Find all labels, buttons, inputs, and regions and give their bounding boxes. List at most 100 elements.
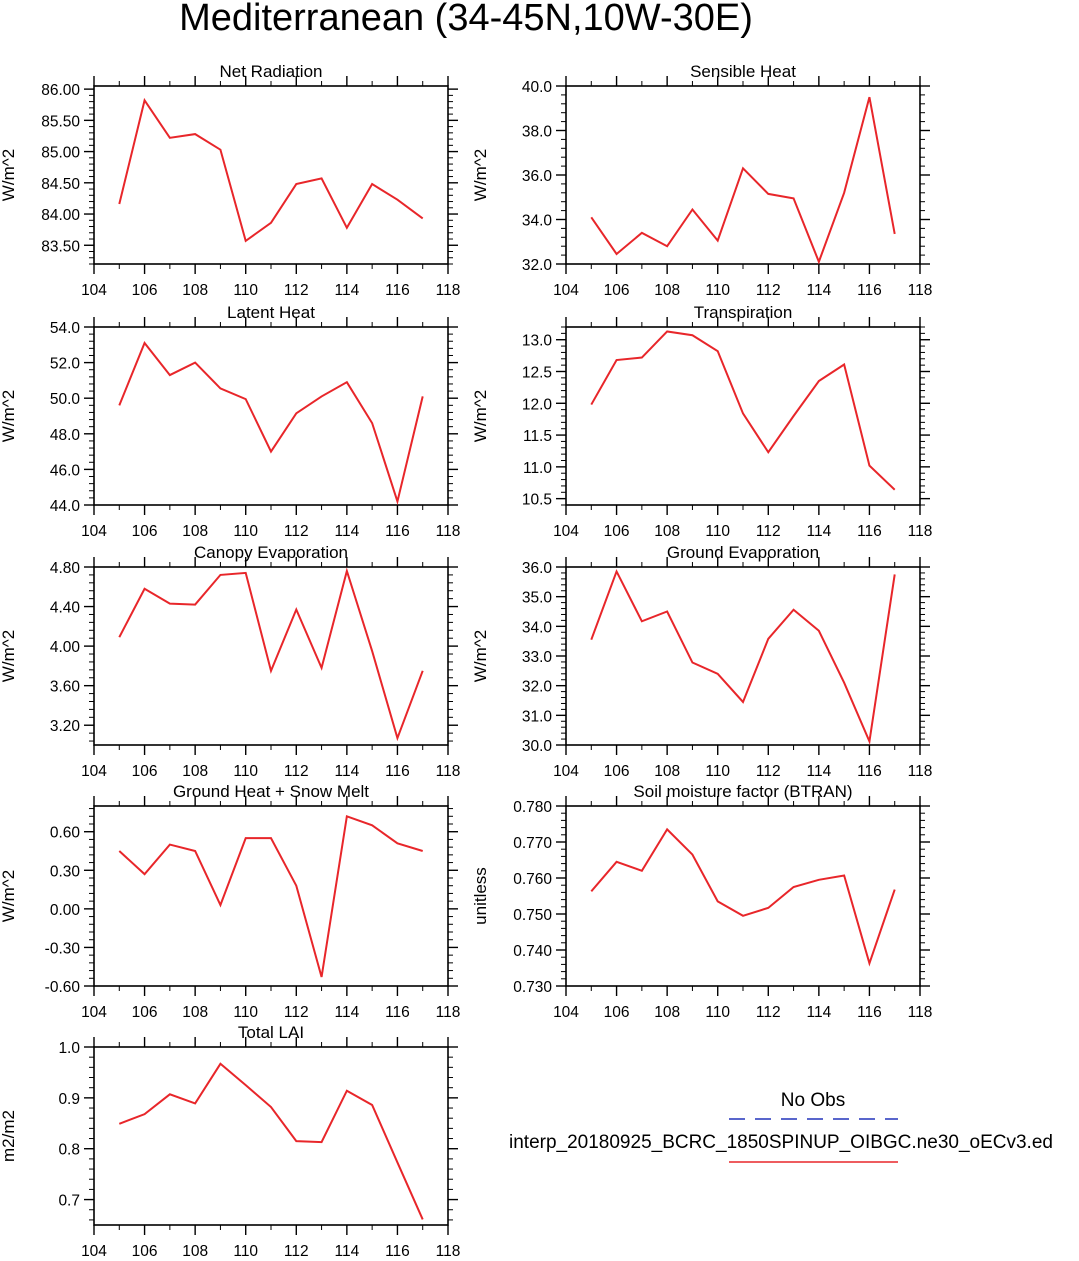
y-axis-label: unitless — [471, 867, 490, 925]
y-tick-label: 32.0 — [522, 679, 553, 696]
y-tick-label: 0.8 — [58, 1142, 80, 1159]
y-tick-label: 12.0 — [522, 396, 553, 413]
y-tick-label: 0.780 — [513, 799, 552, 816]
y-axis-label: m2/m2 — [0, 1110, 18, 1162]
x-tick-label: 108 — [182, 282, 208, 299]
y-tick-label: 85.00 — [41, 145, 80, 162]
legend: No Obs interp_20180925_BCRC_1850SPINUP_O… — [509, 1090, 1053, 1163]
plot-frame — [93, 566, 449, 746]
x-tick-label: 108 — [654, 1004, 680, 1021]
y-tick-label: 4.00 — [50, 639, 81, 656]
x-tick-label: 118 — [908, 1004, 933, 1021]
x-tick-label: 114 — [334, 282, 359, 299]
x-tick-label: 114 — [806, 523, 831, 540]
y-tick-label: 0.00 — [50, 902, 81, 919]
model-series-line — [118, 341, 424, 506]
x-tick-label: 112 — [756, 523, 781, 540]
y-tick-label: 3.20 — [50, 718, 81, 735]
y-tick-label: 3.60 — [50, 679, 81, 696]
x-tick-label: 114 — [806, 282, 831, 299]
panel-4: 104 106 108 110 112 114 116 118 10.5 11.0 11.5 12.0… — [471, 303, 932, 540]
x-tick-label: 106 — [604, 282, 630, 299]
panel-7: 104 106 108 110 112 114 116 118 -0.60 -0.30 0.00 0.… — [0, 782, 460, 1021]
y-tick-label: 13.0 — [522, 333, 553, 350]
y-tick-label: 44.0 — [50, 498, 81, 515]
x-tick-label: 108 — [654, 763, 680, 780]
x-tick-label: 118 — [436, 1004, 461, 1021]
figure-title: Mediterranean (34-45N,10W-30E) — [179, 0, 753, 39]
x-tick-label: 104 — [81, 1004, 107, 1021]
plot-frame — [93, 85, 449, 265]
y-tick-label: 40.0 — [522, 79, 553, 96]
x-tick-label: 106 — [132, 1004, 158, 1021]
model-series-line — [118, 97, 424, 243]
panel-6: 104 106 108 110 112 114 116 118 30.0 31.0 32.0 33.0… — [471, 543, 932, 780]
x-tick-label: 110 — [233, 523, 258, 540]
y-tick-label: 10.5 — [522, 492, 552, 509]
panel-title: Net Radiation — [219, 62, 322, 81]
x-tick-label: 118 — [436, 523, 461, 540]
x-tick-label: 106 — [132, 523, 158, 540]
x-tick-label: 118 — [436, 763, 461, 780]
model-series-line — [590, 96, 896, 265]
model-series-line — [118, 1062, 424, 1220]
model-series-line — [590, 827, 896, 967]
y-tick-label: 34.0 — [522, 213, 553, 230]
plot-frame — [565, 805, 921, 987]
y-axis-label: W/m^2 — [471, 149, 490, 201]
x-tick-label: 110 — [705, 282, 730, 299]
x-tick-label: 110 — [705, 1004, 730, 1021]
plot-frame — [93, 1046, 449, 1226]
y-tick-label: 0.770 — [513, 835, 552, 852]
y-tick-label: 12.5 — [522, 365, 552, 382]
x-tick-label: 104 — [81, 1243, 107, 1260]
y-tick-label: 86.00 — [41, 82, 80, 99]
model-series-line — [590, 330, 896, 491]
panel-5: 104 106 108 110 112 114 116 118 3.20 3.60 4.00 4.40… — [0, 543, 460, 780]
y-tick-label: 36.0 — [522, 168, 553, 185]
x-tick-label: 114 — [806, 1004, 831, 1021]
y-axis-label: W/m^2 — [471, 630, 490, 682]
y-tick-label: 0.760 — [513, 871, 552, 888]
y-tick-label: 0.7 — [58, 1193, 80, 1210]
x-tick-label: 110 — [233, 1004, 258, 1021]
y-tick-label: 84.50 — [41, 176, 80, 193]
plot-frame — [93, 326, 449, 506]
y-tick-label: 0.750 — [513, 907, 552, 924]
x-tick-label: 112 — [284, 282, 309, 299]
x-tick-label: 112 — [284, 1004, 309, 1021]
panel-title: Total LAI — [238, 1023, 304, 1042]
x-tick-label: 114 — [334, 763, 359, 780]
y-axis-label: W/m^2 — [0, 149, 18, 201]
x-tick-label: 116 — [857, 282, 882, 299]
x-tick-label: 106 — [604, 763, 630, 780]
y-axis-label: W/m^2 — [471, 390, 490, 442]
x-tick-label: 118 — [908, 282, 933, 299]
y-tick-label: 32.0 — [522, 257, 553, 274]
x-tick-label: 112 — [756, 1004, 781, 1021]
x-tick-label: 116 — [385, 1243, 410, 1260]
plot-frame — [565, 85, 921, 265]
x-tick-label: 110 — [705, 523, 730, 540]
x-tick-label: 112 — [284, 523, 309, 540]
panel-title: Soil moisture factor (BTRAN) — [633, 782, 852, 801]
y-tick-label: 83.50 — [41, 238, 80, 255]
x-tick-label: 108 — [654, 523, 680, 540]
y-axis-label: W/m^2 — [0, 390, 18, 442]
x-tick-label: 116 — [857, 523, 882, 540]
panel-title: Latent Heat — [227, 303, 315, 322]
x-tick-label: 104 — [81, 282, 107, 299]
x-tick-label: 108 — [654, 282, 680, 299]
model-series-line — [118, 567, 424, 742]
y-tick-label: 50.0 — [50, 391, 81, 408]
x-tick-label: 116 — [385, 282, 410, 299]
y-tick-label: 30.0 — [522, 738, 553, 755]
x-tick-label: 112 — [756, 763, 781, 780]
legend-model-label: interp_20180925_BCRC_1850SPINUP_OIBGC.ne… — [509, 1132, 1053, 1153]
x-tick-label: 114 — [334, 1243, 359, 1260]
y-tick-label: 0.30 — [50, 863, 81, 880]
panel-9: 104 106 108 110 112 114 116 118 0.7 0.8 0.9 1.0 m2/m… — [0, 1023, 460, 1260]
x-tick-label: 110 — [233, 763, 258, 780]
y-tick-label: 38.0 — [522, 124, 553, 141]
